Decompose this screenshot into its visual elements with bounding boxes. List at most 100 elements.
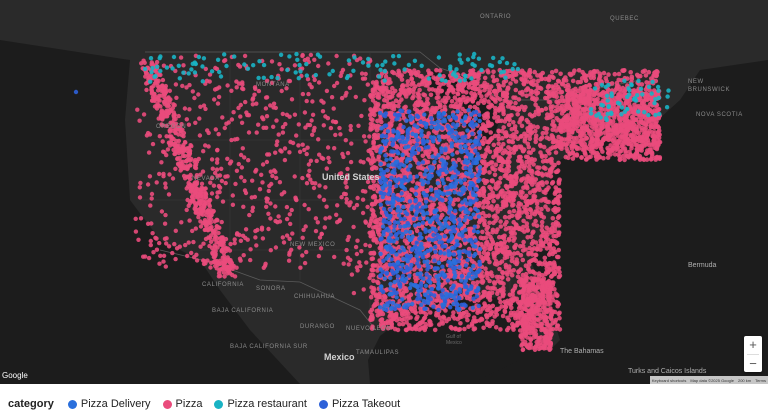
- pizza-dot[interactable]: [323, 216, 328, 221]
- pizza-dot[interactable]: [486, 161, 491, 167]
- pizza-dot[interactable]: [345, 237, 350, 243]
- pizza-dot[interactable]: [523, 208, 528, 213]
- pizza-dot[interactable]: [206, 144, 211, 149]
- pizza-dot[interactable]: [344, 247, 349, 253]
- pizza-dot[interactable]: [510, 291, 515, 297]
- pizza-dot[interactable]: [185, 197, 190, 203]
- pizza-dot[interactable]: [576, 68, 582, 73]
- pizza-dot[interactable]: [449, 99, 455, 104]
- pizza-dot[interactable]: [216, 94, 222, 100]
- pizza-dot[interactable]: [492, 172, 498, 177]
- pizza-dot[interactable]: [498, 327, 503, 332]
- pizza-dot[interactable]: [269, 181, 274, 187]
- pizza-dot[interactable]: [601, 70, 607, 76]
- pizza-dot[interactable]: [322, 225, 327, 230]
- pizza-dot[interactable]: [543, 95, 548, 101]
- pizza-dot[interactable]: [194, 173, 200, 178]
- pizza-dot[interactable]: [302, 260, 308, 266]
- pizza-dot[interactable]: [394, 145, 400, 150]
- pizza-dot[interactable]: [606, 72, 611, 77]
- pizza-dot[interactable]: [368, 272, 374, 278]
- pizza-dot[interactable]: [172, 151, 177, 157]
- pizza-dot[interactable]: [200, 169, 206, 174]
- pizza-dot[interactable]: [268, 248, 273, 253]
- pizza-dot[interactable]: [194, 189, 199, 194]
- pizza-dot[interactable]: [187, 176, 193, 182]
- pizza-dot[interactable]: [171, 102, 176, 107]
- pizza-dot[interactable]: [460, 85, 465, 90]
- pizza-dot[interactable]: [411, 93, 416, 99]
- pizza-dot[interactable]: [253, 235, 258, 240]
- pizza-dot[interactable]: [280, 235, 285, 240]
- pizza-dot[interactable]: [544, 187, 550, 193]
- pizza-dot[interactable]: [359, 113, 364, 119]
- pizza-dot[interactable]: [537, 165, 542, 171]
- pizza-dot[interactable]: [300, 253, 305, 258]
- pizza-dot[interactable]: [225, 156, 230, 161]
- pizza-dot[interactable]: [254, 101, 259, 106]
- pizza-dot[interactable]: [371, 145, 377, 151]
- pizza-dot[interactable]: [180, 83, 185, 89]
- pizza-dot[interactable]: [311, 185, 317, 191]
- pizza-dot[interactable]: [504, 203, 509, 208]
- pizza-dot[interactable]: [485, 256, 491, 262]
- pizza-dot[interactable]: [374, 240, 380, 245]
- pizza-dot[interactable]: [146, 150, 152, 155]
- pizza-dot[interactable]: [368, 218, 374, 224]
- pizza-dot[interactable]: [287, 252, 292, 257]
- pizza-dot[interactable]: [506, 85, 511, 91]
- pizza-dot[interactable]: [427, 71, 432, 76]
- pizza-dot[interactable]: [263, 106, 269, 111]
- pizza-dot[interactable]: [511, 208, 517, 214]
- pizza-dot[interactable]: [344, 196, 349, 202]
- pizza-dot[interactable]: [449, 326, 455, 331]
- pizza-dot[interactable]: [248, 247, 253, 252]
- pizza-dot[interactable]: [530, 230, 535, 236]
- pizza-dot[interactable]: [502, 239, 508, 244]
- pizza-dot[interactable]: [324, 88, 330, 94]
- pizza-dot[interactable]: [133, 229, 139, 234]
- pizza-dot[interactable]: [220, 115, 225, 120]
- pizza-dot[interactable]: [276, 214, 281, 219]
- pizza-dot[interactable]: [196, 215, 201, 220]
- pizza-dot[interactable]: [369, 111, 375, 117]
- pizza-dot[interactable]: [481, 325, 486, 331]
- pizza-dot[interactable]: [163, 181, 168, 186]
- pizza-dot[interactable]: [307, 122, 313, 128]
- pizza-dot[interactable]: [282, 157, 288, 163]
- pizza-dot[interactable]: [333, 132, 338, 138]
- pizza-dot[interactable]: [343, 192, 348, 197]
- pizza-dot[interactable]: [445, 91, 450, 96]
- pizza-dot[interactable]: [343, 138, 348, 143]
- pizza-dot[interactable]: [323, 185, 328, 190]
- pizza-dot[interactable]: [196, 92, 201, 97]
- pizza-dot[interactable]: [317, 183, 322, 188]
- pizza-dot[interactable]: [354, 251, 360, 257]
- pizza-dot[interactable]: [506, 139, 512, 144]
- pizza-dot[interactable]: [159, 116, 164, 121]
- pizza-dot[interactable]: [370, 202, 375, 207]
- pizza-dot[interactable]: [413, 278, 419, 284]
- pizza-dot[interactable]: [157, 171, 162, 177]
- pizza-dot[interactable]: [149, 221, 154, 226]
- pizza-dot[interactable]: [233, 181, 238, 187]
- pizza-dot[interactable]: [162, 87, 167, 92]
- pizza-dot[interactable]: [166, 244, 172, 249]
- pizza-dot[interactable]: [209, 175, 215, 181]
- pizza-dot[interactable]: [182, 146, 187, 151]
- pizza-dot[interactable]: [316, 253, 322, 259]
- pizza-dot[interactable]: [646, 69, 652, 75]
- pizza-dot[interactable]: [481, 124, 487, 129]
- pizza-dot[interactable]: [198, 104, 203, 110]
- pizza-dot[interactable]: [472, 83, 478, 89]
- pizza-dot[interactable]: [544, 130, 549, 135]
- pizza-dot[interactable]: [312, 125, 317, 131]
- pizza-dot[interactable]: [527, 269, 533, 275]
- pizza-dot[interactable]: [555, 323, 560, 329]
- pizza-dot[interactable]: [240, 82, 245, 87]
- pizza-dot[interactable]: [163, 185, 168, 190]
- pizza-dot[interactable]: [222, 125, 227, 131]
- pizza-dot[interactable]: [348, 159, 354, 165]
- pizza-dot[interactable]: [143, 74, 148, 79]
- pizza-dot[interactable]: [254, 167, 259, 173]
